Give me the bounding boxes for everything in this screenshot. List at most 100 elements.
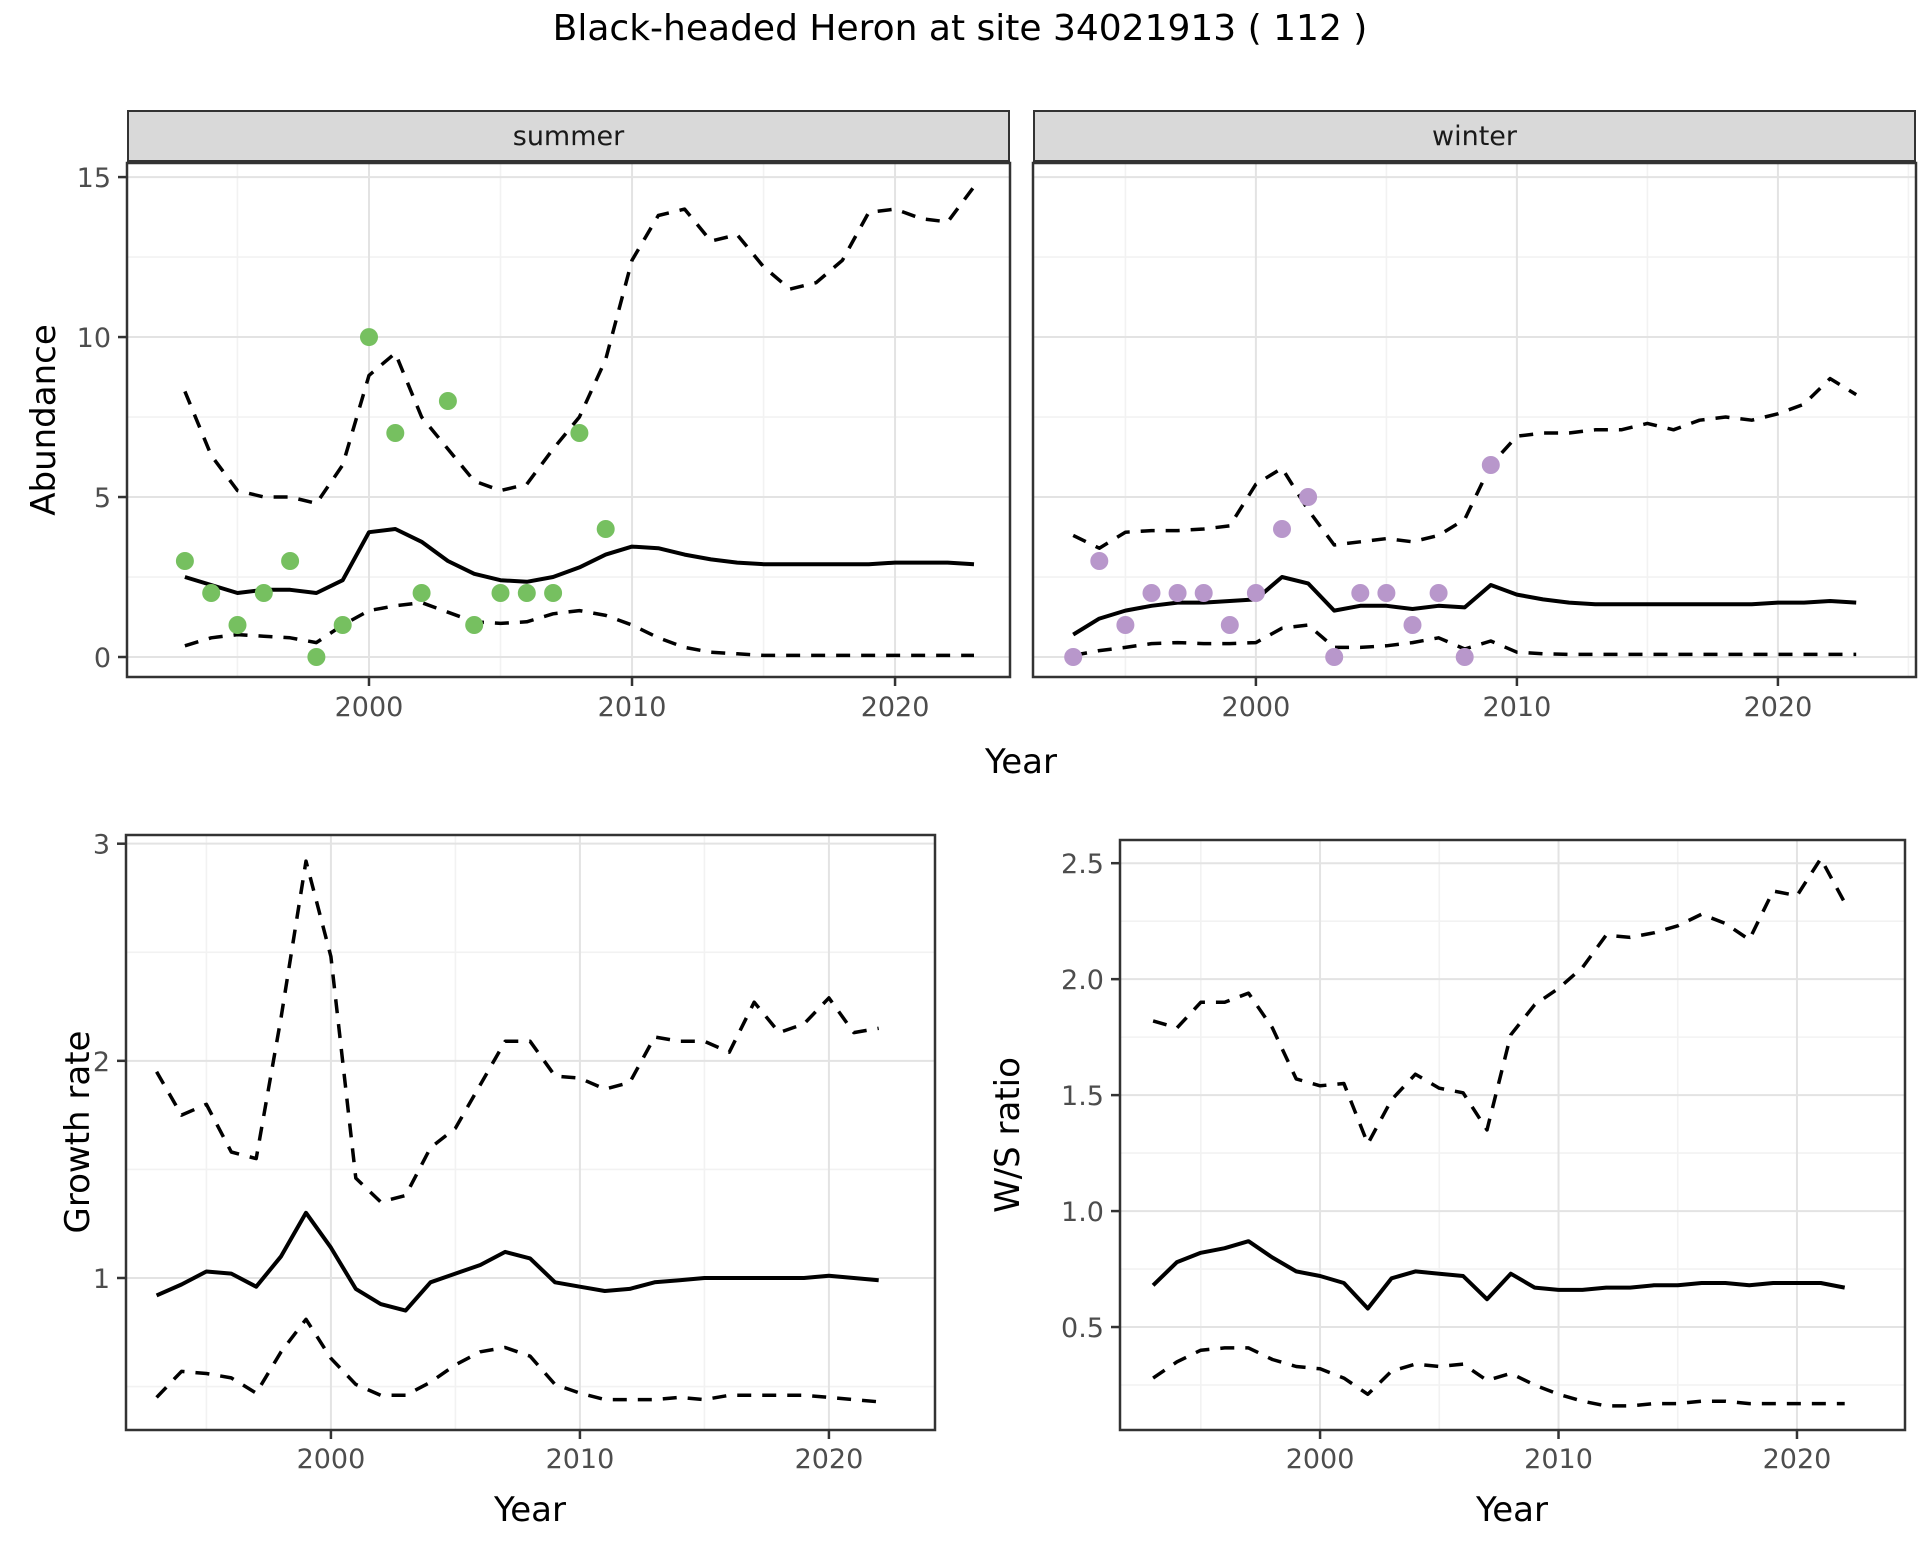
observed-counts-abundance-summer: [175, 328, 615, 666]
mean-line: [1072, 575, 1857, 637]
y-axis-title-ws-ratio: W/S ratio: [988, 1057, 1028, 1213]
observed-point: [1116, 616, 1135, 634]
observed-point: [360, 328, 378, 347]
observed-point: [333, 616, 352, 634]
observed-point: [1168, 584, 1187, 602]
observed-point: [307, 648, 326, 666]
x-axis-title-year-top: Year: [985, 742, 1057, 782]
observed-point: [412, 584, 431, 602]
observed-point: [596, 520, 615, 538]
lower_ci-line: [1152, 1346, 1845, 1408]
axis-ticks-abundance-winter: 2000 2010 2020: [1222, 677, 1813, 723]
observed-point: [1142, 584, 1161, 602]
panel-abundance-winter: 2000 2010 2020: [1031, 161, 1918, 723]
observed-point: [1273, 520, 1291, 538]
y-axis-title-abundance: Abundance: [24, 324, 64, 516]
x-tick-label: 2020: [1763, 1444, 1832, 1475]
x-tick-label: 2000: [297, 1444, 366, 1475]
observed-point: [1481, 456, 1500, 474]
x-tick-label: 2020: [861, 692, 930, 723]
observed-point: [438, 392, 457, 410]
facet-strip-winter: winter: [1033, 110, 1916, 163]
observed-point: [1299, 488, 1318, 506]
mean-line: [155, 1210, 879, 1313]
y-tick-label: 2.5: [1061, 849, 1104, 880]
panel-border: [124, 833, 937, 1432]
x-tick-label: 2010: [1483, 692, 1552, 723]
y-tick-label: 0.5: [1061, 1313, 1104, 1344]
axis-ticks-growth-rate: 2000 2010 2020 1 2 3: [93, 830, 863, 1475]
x-axis-title-year-growth: Year: [494, 1490, 566, 1530]
grid-minor: [1120, 840, 1905, 1430]
upper_ci-line: [1152, 856, 1847, 1146]
observed-point: [570, 424, 589, 442]
observed-point: [281, 552, 300, 570]
lower_ci-line: [155, 1317, 879, 1404]
observed-point: [1064, 648, 1083, 666]
observed-point: [202, 584, 221, 602]
y-tick-label: 2: [93, 1047, 110, 1078]
chart-title: Black-headed Heron at site 34021913 ( 11…: [552, 8, 1368, 49]
panel-abundance-summer: 2000 2010 2020 0 5 10 15: [77, 161, 1012, 723]
facet-strip-summer: summer: [127, 110, 1010, 163]
observed-point: [1403, 616, 1422, 634]
observed-point: [1351, 584, 1370, 602]
y-tick-label: 3: [93, 830, 110, 861]
observed-point: [1220, 616, 1239, 634]
grid-minor: [1033, 163, 1916, 677]
upper_ci-line: [183, 185, 976, 506]
y-tick-label: 0: [94, 643, 111, 674]
axis-ticks-abundance-summer: 2000 2010 2020 0 5 10 15: [77, 163, 930, 723]
observed-point: [1429, 584, 1448, 602]
panel-ws-ratio: 2000 2010 2020 0.5 1.0 1.5 2.0 2.5: [1061, 838, 1907, 1475]
grid-major: [1120, 840, 1905, 1430]
lower_ci-line: [184, 600, 974, 658]
y-tick-label: 5: [94, 483, 111, 514]
observed-point: [1090, 552, 1109, 570]
observed-counts-abundance-winter: [1064, 456, 1500, 666]
x-tick-label: 2000: [1222, 692, 1291, 723]
observed-point: [517, 584, 536, 602]
facet-strip-winter-label: winter: [1432, 120, 1517, 152]
x-tick-label: 2010: [546, 1444, 615, 1475]
x-tick-label: 2000: [1286, 1444, 1355, 1475]
observed-point: [1246, 584, 1265, 602]
mean-line: [1151, 1239, 1846, 1311]
observed-point: [465, 616, 484, 634]
x-tick-label: 2010: [1524, 1444, 1593, 1475]
panel-border: [1118, 838, 1907, 1432]
observed-point: [1194, 584, 1213, 602]
grid-minor: [127, 163, 1010, 677]
grid-major: [1033, 163, 1916, 677]
panel-border: [125, 161, 1012, 679]
upper_ci-line: [155, 859, 879, 1204]
y-tick-label: 1.0: [1061, 1197, 1104, 1228]
observed-point: [175, 552, 194, 570]
observed-point: [491, 584, 510, 602]
observed-point: [254, 584, 273, 602]
y-tick-label: 1: [93, 1264, 110, 1295]
observed-point: [1377, 584, 1396, 602]
y-tick-label: 1.5: [1061, 1081, 1104, 1112]
x-tick-label: 2020: [1744, 692, 1813, 723]
panel-border: [1031, 161, 1918, 679]
axis-ticks-ws-ratio: 2000 2010 2020 0.5 1.0 1.5 2.0 2.5: [1061, 849, 1831, 1475]
mean-line: [184, 527, 975, 595]
observed-point: [1325, 648, 1344, 666]
observed-point: [386, 424, 405, 442]
y-tick-label: 2.0: [1061, 965, 1104, 996]
observed-point: [544, 584, 563, 602]
facet-strip-summer-label: summer: [512, 120, 625, 152]
y-axis-title-growth-rate: Growth rate: [58, 1030, 98, 1234]
x-tick-label: 2020: [795, 1444, 864, 1475]
x-tick-label: 2010: [598, 692, 667, 723]
y-tick-label: 15: [77, 163, 111, 194]
observed-point: [1455, 648, 1474, 666]
y-tick-label: 10: [77, 323, 111, 354]
x-tick-label: 2000: [335, 692, 404, 723]
grid-minor: [126, 835, 935, 1430]
upper_ci-line: [1072, 376, 1858, 550]
observed-point: [228, 616, 247, 634]
panel-growth-rate: 2000 2010 2020 1 2 3: [93, 830, 937, 1475]
